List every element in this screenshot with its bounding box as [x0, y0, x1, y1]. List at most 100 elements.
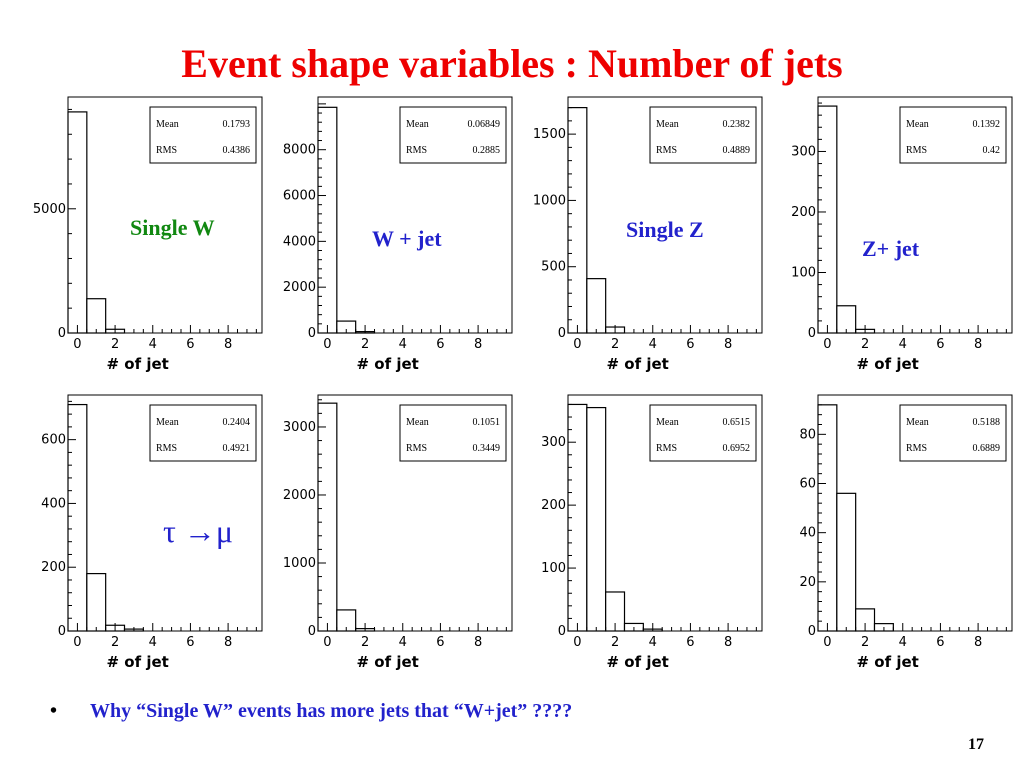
y-tick-label: 20	[799, 575, 816, 590]
stats-rms-label: RMS	[406, 145, 427, 156]
stats-rms-value: 0.3449	[473, 443, 501, 454]
stats-box	[649, 106, 757, 164]
stats-box	[399, 404, 507, 462]
stats-rms-label: RMS	[156, 443, 177, 454]
stats-rms-label: RMS	[156, 145, 177, 156]
plot-svg-5: 0 2 4 6 8 0 1000 2000 3000 # of jet Mean 0.1051 RMS 0…	[283, 394, 513, 671]
stats-mean-label: Mean	[406, 119, 429, 130]
y-tick-label: 200	[41, 560, 66, 575]
stats-rms-value: 0.6952	[723, 443, 751, 454]
page-number: 17	[968, 736, 984, 753]
x-tick-label: 2	[361, 337, 369, 352]
y-tick-label: 8000	[283, 143, 316, 158]
x-tick-label: 0	[73, 635, 81, 650]
y-tick-label: 4000	[283, 234, 316, 249]
stats-rms-label: RMS	[656, 145, 677, 156]
y-tick-label: 0	[58, 326, 66, 341]
stats-rms-value: 0.4921	[223, 443, 251, 454]
y-tick-label: 2000	[283, 488, 316, 503]
label-single-z: Single Z	[626, 217, 704, 242]
x-tick-label: 2	[361, 635, 369, 650]
stats-mean-label: Mean	[656, 417, 679, 428]
y-tick-label: 6000	[283, 189, 316, 204]
x-tick-label: 0	[823, 635, 831, 650]
y-tick-label: 100	[541, 561, 566, 576]
x-tick-label: 8	[974, 635, 982, 650]
y-tick-label: 40	[799, 526, 816, 541]
plot-svg-1: 0 2 4 6 8 0 2000 4000 6000 8000 # of jet Mean 0.0684…	[283, 96, 513, 373]
stats-mean-value: 0.2382	[723, 119, 751, 130]
stats-mean-value: 0.06849	[468, 119, 501, 130]
y-tick-label: 0	[558, 326, 566, 341]
stats-mean-label: Mean	[906, 417, 929, 428]
x-tick-label: 0	[573, 337, 581, 352]
x-tick-label: 2	[861, 635, 869, 650]
y-tick-label: 400	[41, 496, 66, 511]
y-tick-label: 300	[541, 435, 566, 450]
stats-mean-label: Mean	[156, 417, 179, 428]
x-axis-label: # of jet	[607, 653, 669, 671]
histogram-bar	[317, 106, 338, 334]
stats-mean-value: 0.5188	[973, 417, 1001, 428]
y-tick-label: 1000	[283, 556, 316, 571]
y-tick-label: 0	[808, 326, 816, 341]
stats-rms-label: RMS	[906, 443, 927, 454]
stats-mean-value: 0.2404	[223, 417, 251, 428]
x-tick-label: 8	[724, 337, 732, 352]
x-axis-label: # of jet	[357, 355, 419, 373]
y-tick-label: 60	[799, 477, 816, 492]
x-tick-label: 0	[823, 337, 831, 352]
x-tick-label: 6	[936, 337, 944, 352]
x-axis-label: # of jet	[857, 653, 919, 671]
x-tick-label: 0	[323, 635, 331, 650]
histogram-row2-b: 0 2 4 6 8 0 1000 2000 3000 # of jet Mean 0.1051 RMS 0…	[280, 393, 520, 673]
stats-mean-label: Mean	[406, 417, 429, 428]
y-tick-label: 3000	[283, 420, 316, 435]
x-tick-label: 6	[436, 337, 444, 352]
x-tick-label: 2	[111, 635, 119, 650]
plot-svg-3: 0 2 4 6 8 0 100 200 300 # of jet Mean 0.1392 RMS 0.42	[791, 96, 1013, 373]
x-tick-label: 6	[936, 635, 944, 650]
x-axis-label: # of jet	[857, 355, 919, 373]
x-tick-label: 2	[611, 635, 619, 650]
histogram-z-jet: 0 2 4 6 8 0 100 200 300 # of jet Mean 0.1392 RMS 0.42	[780, 95, 1020, 375]
x-tick-label: 0	[573, 635, 581, 650]
x-tick-label: 4	[649, 635, 657, 650]
histogram-single-z: 0 2 4 6 8 0 500 1000 1500 # of jet Mean 0.2382 RMS 0.…	[530, 95, 770, 375]
stats-box	[899, 404, 1007, 462]
histogram-bar	[836, 305, 857, 334]
x-axis-label: # of jet	[357, 653, 419, 671]
label-w-jet: W + jet	[372, 226, 442, 251]
histogram-bar	[67, 111, 88, 334]
stats-rms-value: 0.4889	[723, 145, 751, 156]
histogram-tau-mu: 0 2 4 6 8 0 200 400 600 # of jet Mean 0.2404 RMS 0.49…	[30, 393, 270, 673]
bullet-text: Why “Single W” events has more jets that…	[90, 700, 573, 722]
stats-rms-value: 0.4386	[223, 145, 251, 156]
y-tick-label: 0	[558, 624, 566, 639]
stats-mean-value: 0.1392	[973, 119, 1001, 130]
x-tick-label: 4	[649, 337, 657, 352]
x-tick-label: 8	[724, 635, 732, 650]
x-tick-label: 6	[186, 635, 194, 650]
histogram-bar	[836, 492, 857, 632]
stats-rms-label: RMS	[406, 443, 427, 454]
x-tick-label: 8	[474, 337, 482, 352]
x-axis-label: # of jet	[607, 355, 669, 373]
stats-rms-value: 0.6889	[973, 443, 1001, 454]
x-tick-label: 8	[224, 635, 232, 650]
histogram-bar	[86, 572, 107, 632]
histogram-single-w: 0 2 4 6 8 0 5000 # of jet Mean 0.1793 RMS 0.4386	[30, 95, 270, 375]
y-tick-label: 1000	[533, 193, 566, 208]
histogram-bar	[86, 298, 107, 334]
y-tick-label: 0	[308, 326, 316, 341]
stats-box	[649, 404, 757, 462]
x-tick-label: 6	[686, 635, 694, 650]
stats-rms-label: RMS	[906, 145, 927, 156]
label-tau-mu: τ →μ	[163, 513, 234, 549]
stats-mean-label: Mean	[906, 119, 929, 130]
histogram-row2-c: 0 2 4 6 8 0 100 200 300 # of jet Mean 0.6515 RMS 0.69…	[530, 393, 770, 673]
bullet-item: • Why “Single W” events has more jets tha…	[50, 700, 950, 723]
stats-box	[399, 106, 507, 164]
histogram-bar	[586, 406, 607, 632]
y-tick-label: 0	[58, 624, 66, 639]
